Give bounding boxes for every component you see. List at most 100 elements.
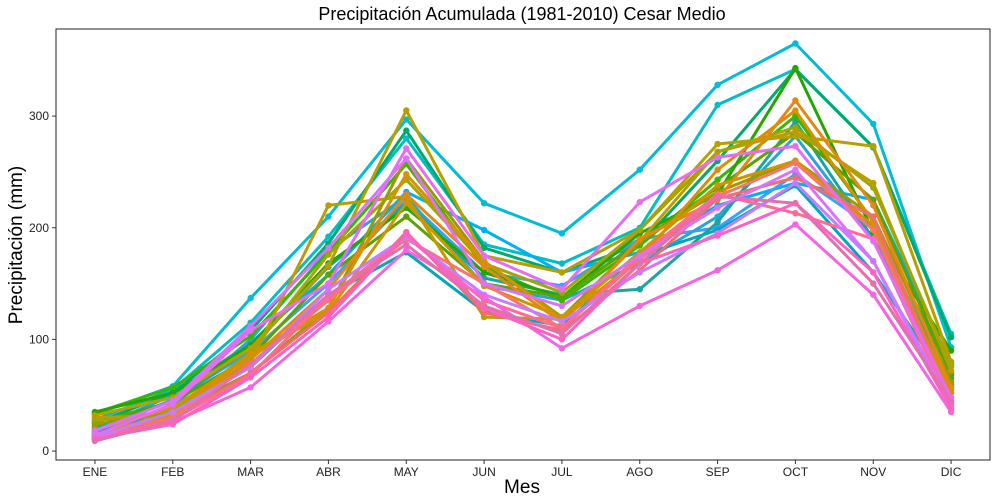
data-point [792,143,799,150]
data-point [714,204,721,211]
data-point [947,367,955,374]
data-point [714,193,721,200]
series-27 [91,193,955,445]
data-point [636,269,643,276]
data-point [714,182,721,189]
data-point [325,271,332,278]
data-point [247,384,254,391]
data-point [403,145,410,152]
data-point [480,226,488,234]
data-point [558,269,566,276]
data-point [558,336,566,343]
data-point [636,252,643,259]
series-line [93,157,953,433]
chart-title: Precipitación Acumulada (1981-2010) Cesa… [318,4,725,24]
data-point [480,200,488,207]
data-point [947,398,955,406]
x-tick-label: DIC [941,465,962,479]
x-axis-title: Mes [504,477,540,498]
data-point [870,238,877,245]
data-point [636,260,643,267]
data-point [714,148,721,155]
data-point [480,258,488,265]
data-point [403,246,410,254]
data-point [714,140,721,148]
series-layer [91,40,955,445]
data-point [558,318,566,325]
x-tick-label: JUL [551,465,573,479]
data-point [403,135,410,142]
data-point [792,166,799,173]
series-22 [91,143,955,439]
x-tick-label: FEB [161,465,184,479]
data-point [247,322,254,330]
data-point [325,291,332,298]
data-point [325,213,332,220]
data-point [870,226,877,234]
data-point [714,101,721,109]
data-point [403,107,410,114]
data-point [792,200,799,207]
series-line [93,144,953,437]
series-line [93,130,953,420]
x-tick-label: ABR [316,465,341,479]
data-point [558,286,566,293]
data-point [558,325,566,332]
series-line [93,159,953,432]
series-line [93,42,953,416]
data-point [947,347,955,354]
data-point [870,120,877,128]
data-point [169,417,176,425]
data-point [870,258,877,265]
data-point [870,213,877,220]
data-point [792,133,799,140]
x-tick-label: MAY [394,465,419,479]
plot-panel-border [55,28,991,461]
data-point [480,293,488,301]
data-point [169,397,176,404]
data-point [636,235,643,243]
x-tick-label: ENE [83,465,108,479]
data-point [792,221,799,228]
x-tick-label: AGO [626,465,653,479]
data-point [403,200,410,207]
y-tick-label: 100 [29,332,49,346]
data-point [480,302,488,310]
data-point [325,313,332,321]
data-point [558,313,566,321]
data-point [325,251,332,258]
y-tick-label: 300 [29,109,49,123]
data-point [480,280,488,287]
data-point [558,330,566,337]
data-point [792,179,799,187]
data-point [558,345,566,352]
data-point [792,159,799,167]
data-point [558,260,566,267]
data-point [947,405,955,412]
data-point [947,363,955,370]
data-point [480,313,488,321]
data-point [91,427,99,435]
data-point [480,252,488,259]
data-point [636,198,643,206]
data-point [870,184,877,191]
y-tick-label: 200 [29,221,49,235]
data-point [325,262,332,269]
data-point [870,291,877,298]
data-point [792,40,799,47]
data-point [169,384,176,391]
data-point [247,294,254,302]
x-tick-label: JUN [472,465,495,479]
series-line [93,195,953,443]
data-point [403,191,410,198]
data-point [403,155,410,162]
data-point [558,230,566,237]
data-point [325,286,332,293]
data-point [947,334,955,341]
data-point [558,302,566,310]
x-tick-label: NOV [860,465,886,479]
data-point [403,127,410,134]
data-point [247,353,254,360]
data-point [714,219,721,226]
data-point [325,280,332,287]
